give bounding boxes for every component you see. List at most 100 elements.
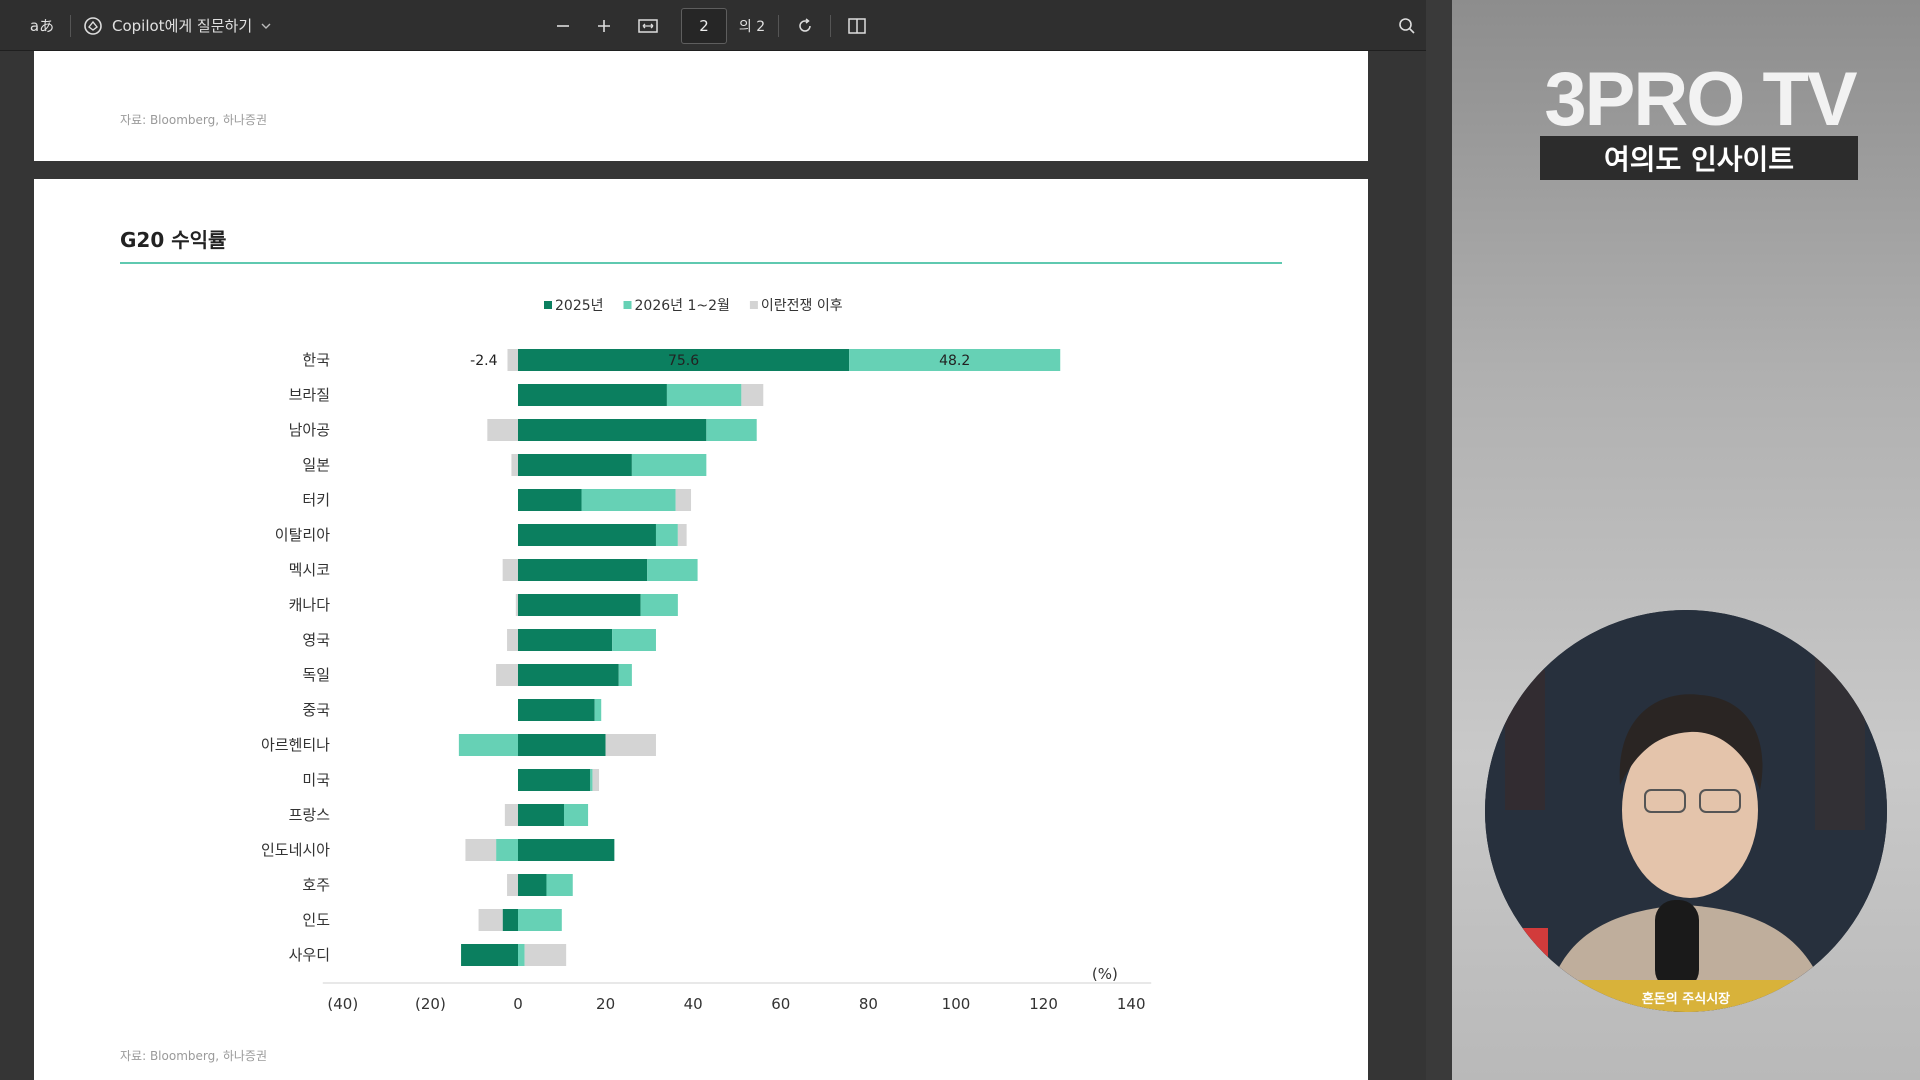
bar-segment [640,594,678,616]
legend-label-0: 2025년 [555,298,604,314]
bar-segment [518,349,850,371]
bar-segment [518,419,707,441]
category-label: 캐나다 [289,596,331,614]
brand-subtitle: 여의도 인사이트 [1540,136,1858,180]
category-label: 일본 [302,456,330,474]
bar-segment [655,524,678,546]
bar-segment [507,349,518,371]
bar-segment [594,699,602,721]
bar-segment [612,629,656,651]
bar-segment [590,769,593,791]
legend-swatch-0 [544,301,552,309]
fit-width-button[interactable] [631,0,665,51]
unit-label: (%) [1092,965,1118,983]
category-label: 브라질 [289,386,330,404]
category-label: 호주 [302,876,330,894]
fit-width-icon [638,18,658,33]
copilot-label: Copilot에게 질문하기 [112,17,253,35]
pdf-viewer: aあ Copilot에게 질문하기 2 의 2 자료: [0,0,1426,1080]
bar-segment [518,384,667,406]
bar-segment [502,909,518,931]
bar-segment [546,874,573,896]
bar-segment [647,559,698,581]
category-label: 남아공 [289,421,330,439]
zoom-in-button[interactable] [589,0,619,51]
read-aloud-button[interactable]: aあ [22,0,62,51]
x-tick-label: 60 [771,995,790,1013]
category-label: 인도 [302,911,330,929]
bar-segment [518,944,525,966]
bar-segment [518,454,632,476]
chevron-down-icon [261,23,271,29]
bar-segment [618,664,632,686]
bar-segment [524,944,567,966]
category-label: 영국 [302,631,330,649]
search-icon [1399,17,1415,34]
page2-source: 자료: Bloomberg, 하나증권 [120,1049,268,1063]
category-label: 인도네시아 [261,841,330,859]
category-label: 이탈리아 [275,526,330,544]
category-label: 독일 [302,666,330,684]
bar-segment [706,419,757,441]
bar-segment [741,384,764,406]
bar-segment [487,419,518,441]
legend-label-2: 이란전쟁 이후 [761,298,843,314]
rotate-icon [799,17,811,32]
bar-segment [496,839,518,861]
bar-segment [518,874,547,896]
bar-segment [849,349,1061,371]
read-aloud-label: aあ [29,17,55,35]
copilot-icon [84,16,102,35]
legend-swatch-1 [623,301,632,309]
category-label: 미국 [302,771,330,789]
broadcast-panel: 3PRO TV 여의도 인사이트 혼돈의 주식시장 [1452,0,1920,1080]
x-tick-label: 20 [596,995,615,1013]
toolbar-divider [70,15,71,37]
bar-segment [458,734,518,756]
bar-segment [518,559,648,581]
bar-segment [496,664,518,686]
search-button[interactable] [1392,0,1422,51]
bar-segment [677,524,687,546]
bar-segment [631,454,707,476]
category-label: 프랑스 [289,806,331,824]
legend-label-1: 2026년 1~2월 [635,298,730,314]
page-number-input[interactable]: 2 [681,8,727,44]
bar-segment [581,489,676,511]
bar-segment [518,909,562,931]
toolbar-divider [778,15,779,37]
x-tick-label: 120 [1029,995,1058,1013]
g20-returns-chart: 2025년 2026년 1~2월 이란전쟁 이후한국브라질남아공일본터키이탈리아멕시… [261,298,1152,1013]
bar-segment [518,629,613,651]
x-tick-label: 40 [684,995,703,1013]
category-label: 터키 [302,491,330,509]
bar-segment [507,874,518,896]
copilot-button[interactable]: Copilot에게 질문하기 [82,0,290,51]
bar-segment [563,804,589,826]
page1-source: 자료: Bloomberg, 하나증권 [120,113,268,127]
bar-segment [518,664,619,686]
page-current: 2 [699,17,709,35]
pdf-page-1: 자료: Bloomberg, 하나증권 [34,51,1368,161]
bar-segment [518,524,656,546]
bar-segment [518,769,591,791]
bar-segment [518,804,564,826]
title-underline [120,262,1282,264]
chart-title: G20 수익률 [120,228,227,252]
category-label: 사우디 [289,946,330,964]
x-tick-label: 100 [942,995,971,1013]
x-tick-label: (20) [415,995,446,1013]
minus-icon [557,24,569,27]
zoom-out-button[interactable] [548,0,578,51]
document-scroll-area[interactable]: 자료: Bloomberg, 하나증권 G20 수익률 2025년 2026년 1… [0,51,1426,1080]
category-label: 아르헨티나 [261,736,330,754]
x-tick-label: 80 [859,995,878,1013]
bar-segment [515,594,518,616]
page-view-button[interactable] [840,0,874,51]
bar-segment [666,384,742,406]
bar-segment [605,734,656,756]
rotate-button[interactable] [788,0,822,51]
bar-segment [478,909,503,931]
bar-segment [592,769,600,791]
data-label: 48.2 [939,353,970,369]
